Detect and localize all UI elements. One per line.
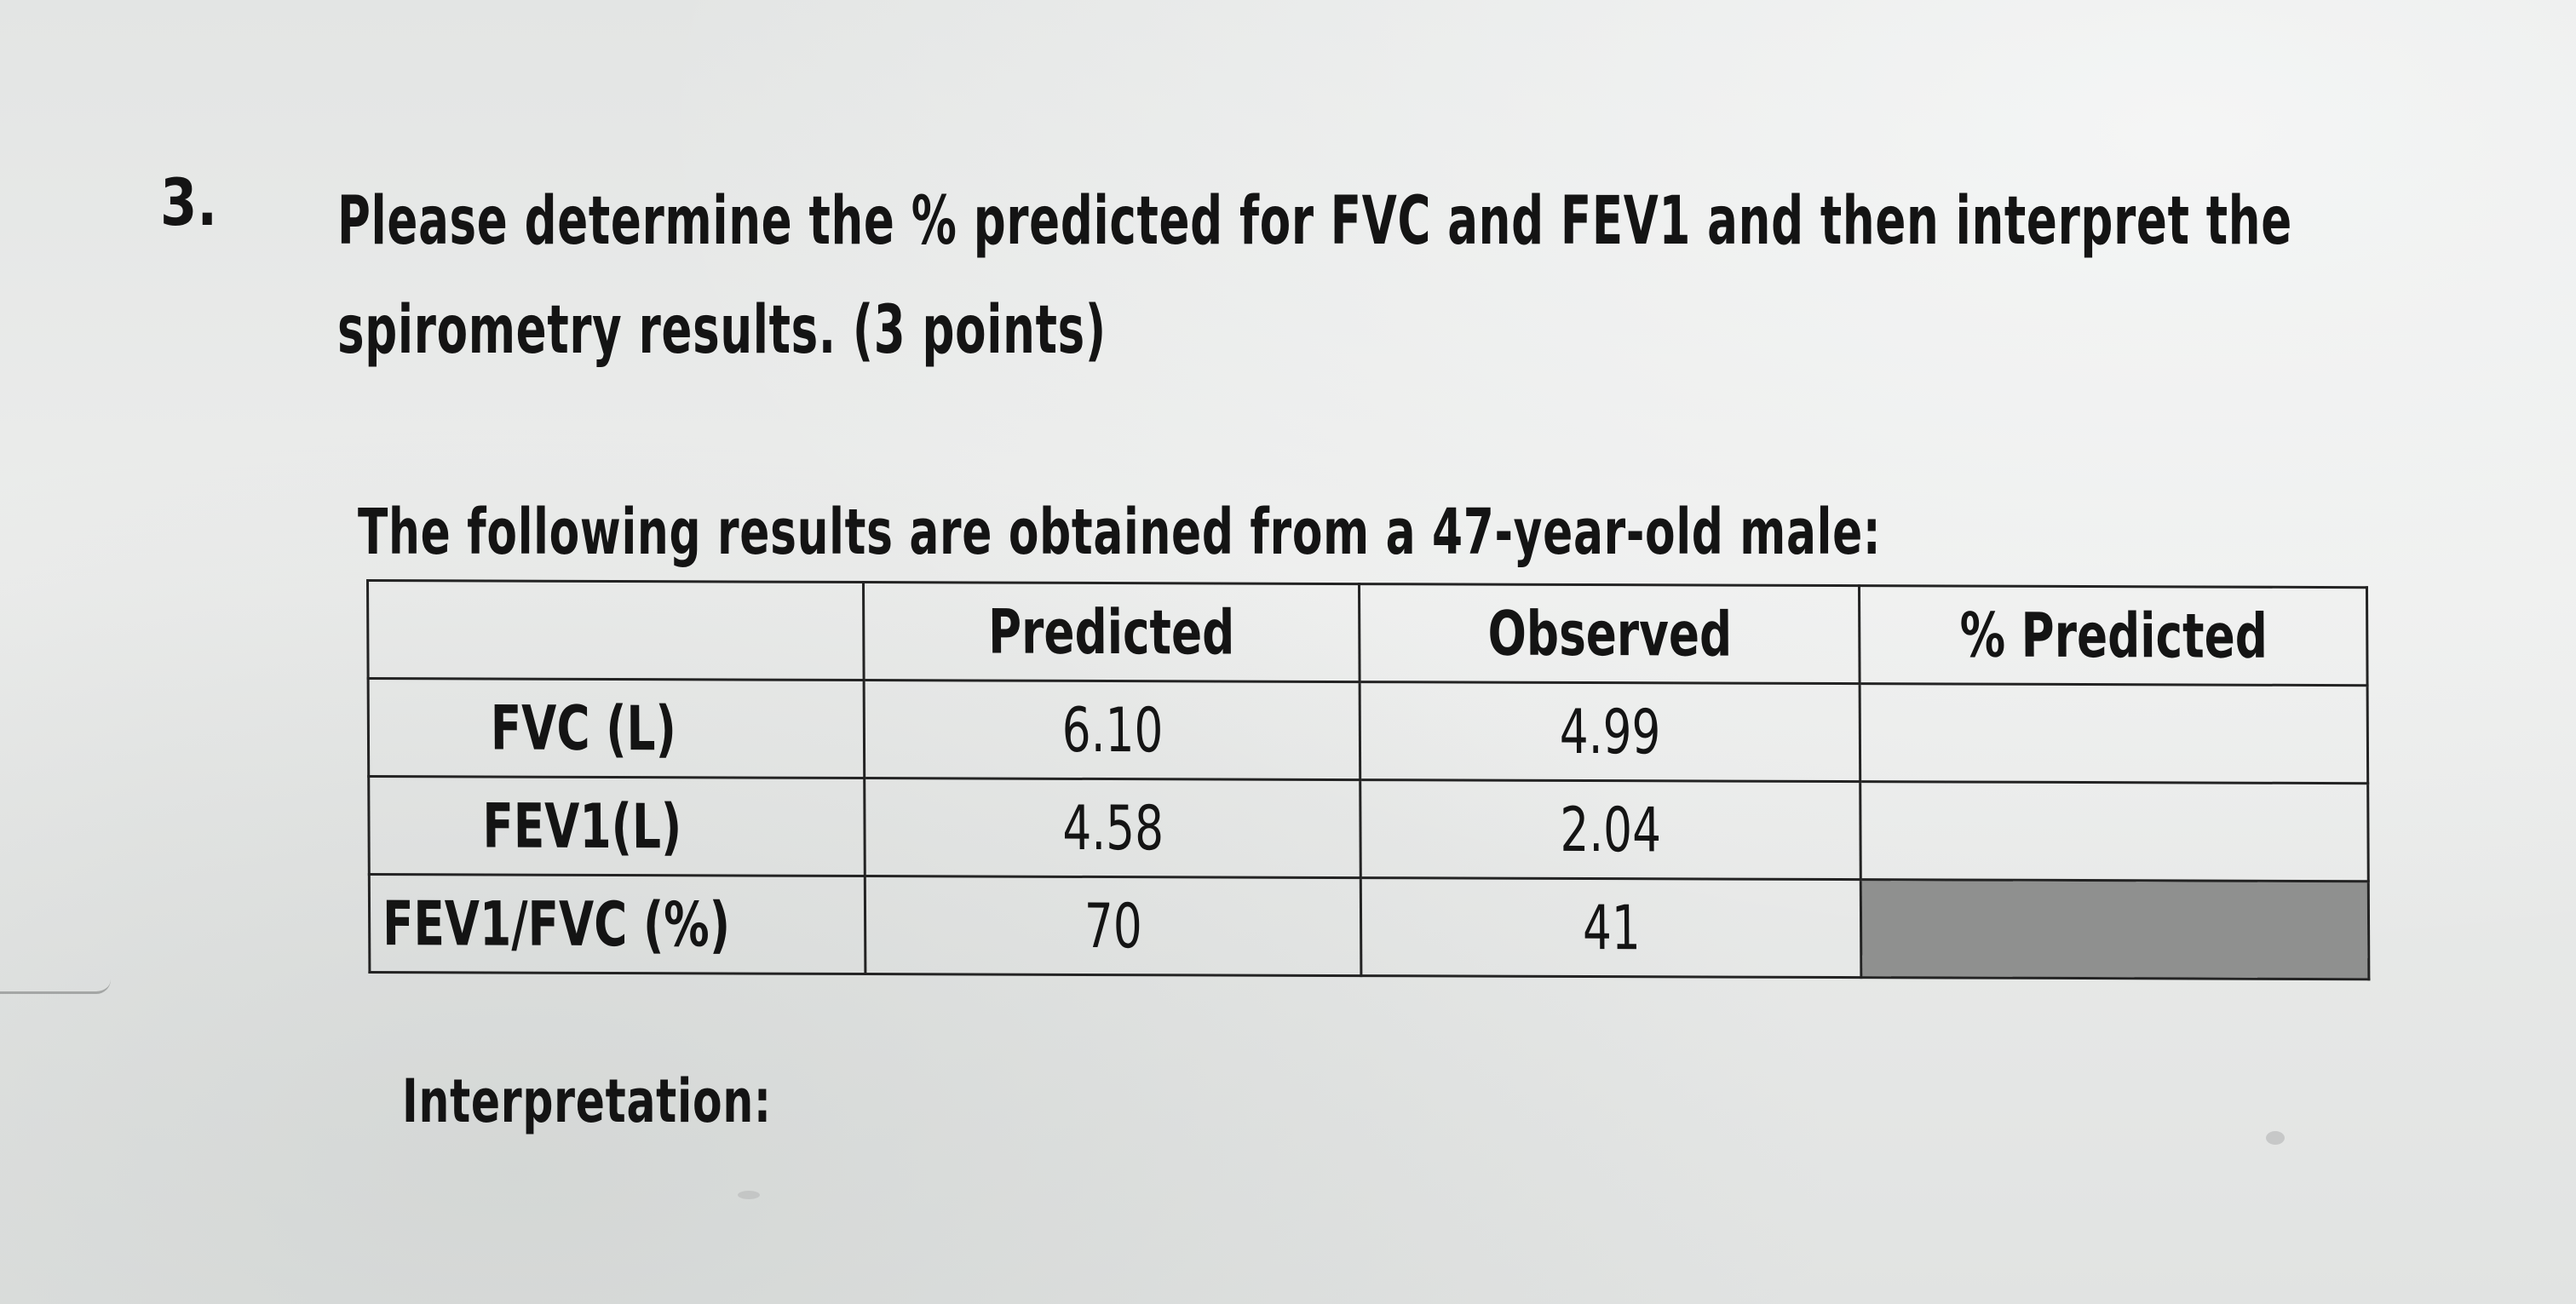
table-row-fvc: FVC (L) 6.10 4.99 [368,678,2368,784]
question-line-2: spirometry results. (3 points) [337,292,1107,369]
header-predicted: Predicted [863,582,1360,682]
question-line-1: Please determine the % predicted for FVC… [337,183,2292,260]
fvc-percent-predicted-blank[interactable] [1860,683,2368,784]
ratio-observed: 41 [1360,877,1862,978]
ratio-percent-shaded-cell [1860,879,2369,979]
header-percent-predicted: % Predicted [1859,585,2368,686]
row-label-fev1: FEV1(L) [368,776,865,876]
paper-speck [2266,1131,2285,1145]
spirometry-table-wrapper: Predicted Observed % Predicted FVC (L) 6… [366,579,2370,980]
table-row-ratio: FEV1/FVC (%) 70 41 [369,874,2369,979]
row-label-fvc: FVC (L) [368,678,865,778]
fev1-percent-predicted-blank[interactable] [1860,781,2369,882]
fev1-predicted: 4.58 [864,778,1361,878]
question-text: Please determine the % predicted for FVC… [337,167,2292,385]
spirometry-table: Predicted Observed % Predicted FVC (L) 6… [366,579,2370,980]
table-row-fev1: FEV1(L) 4.58 2.04 [368,776,2369,882]
interpretation-label: Interpretation: [402,1066,772,1136]
fvc-predicted: 6.10 [864,680,1361,780]
paper-speck [738,1191,760,1199]
header-empty [367,580,865,681]
patient-intro: The following results are obtained from … [358,496,1882,569]
fev1-observed: 2.04 [1360,779,1861,880]
header-observed: Observed [1359,583,1860,684]
ratio-predicted: 70 [865,876,1362,976]
question-number: 3. [160,164,218,240]
table-header-row: Predicted Observed % Predicted [367,580,2368,686]
fvc-observed: 4.99 [1360,681,1860,782]
row-label-fev1-fvc: FEV1/FVC (%) [369,874,866,974]
paper-edge-mark [0,979,111,994]
